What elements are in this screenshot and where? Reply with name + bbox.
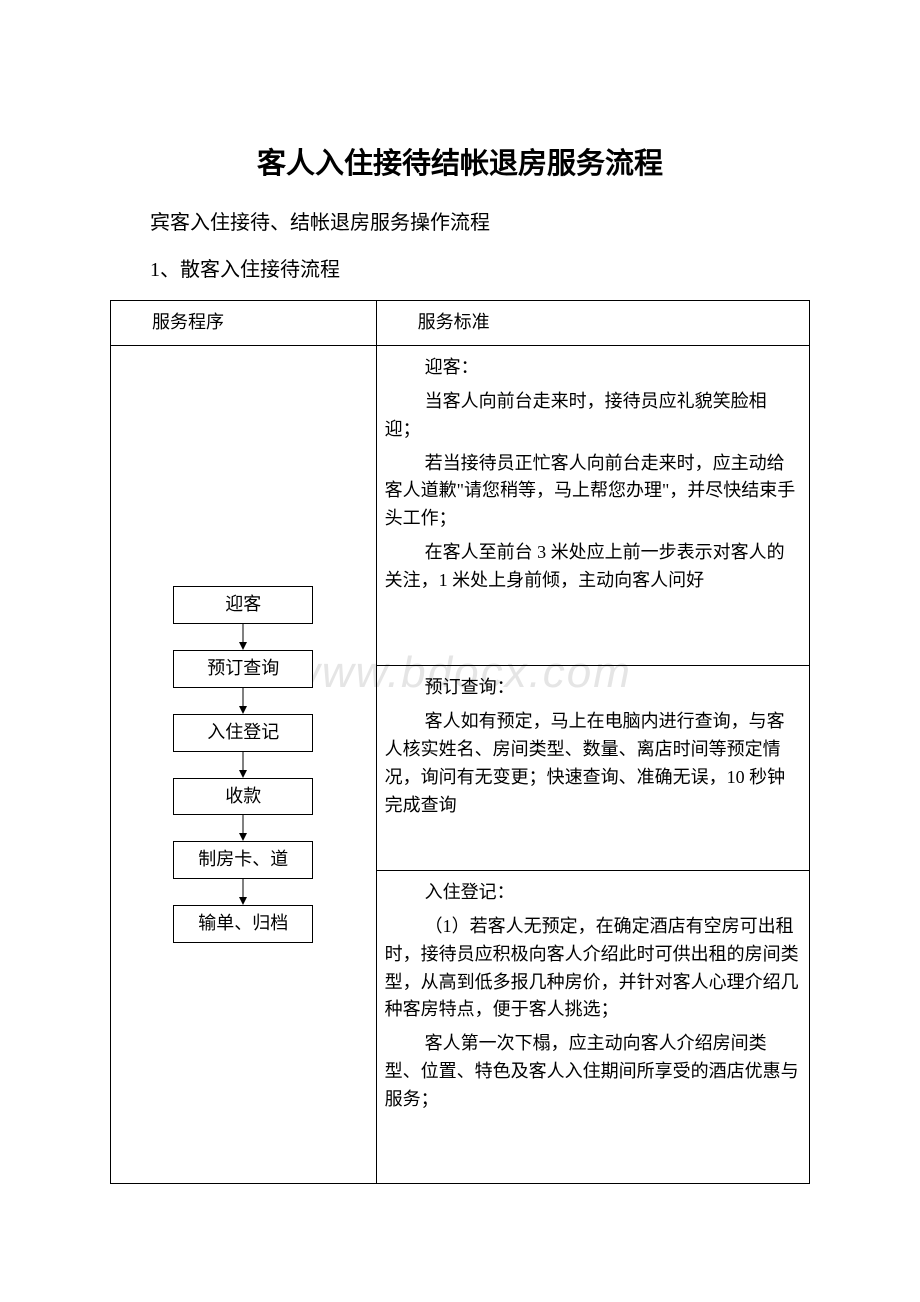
std-text: （1）若客人无预定，在确定酒店有空房可出租时，接待员应积极向客人介绍此时可供出租… [385,913,801,1025]
std-text: 客人第一次下榻，应主动向客人介绍房间类型、位置、特色及客人入住期间所享受的酒店优… [385,1030,801,1114]
flow-node-checkin: 入住登记 [173,714,313,752]
flow-node-card: 制房卡、道 [173,841,313,879]
flow-node-payment: 收款 [173,778,313,816]
std-text: 在客人至前台 3 米处应上前一步表示对客人的关注，1 米处上身前倾，主动向客人问… [385,539,801,595]
page-content: 客人入住接待结帐退房服务流程 宾客入住接待、结帐退房服务操作流程 1、散客入住接… [110,140,810,1184]
std-head-query: 预订查询： [385,674,801,702]
process-table: 服务程序 服务标准 迎客 预订查询 入住登记 [110,300,810,1184]
standard-cell-query: 预订查询： 客人如有预定，马上在电脑内进行查询，与客人核实姓名、房间类型、数量、… [376,666,809,870]
flow-node-query: 预订查询 [173,650,313,688]
flow-node-archive: 输单、归档 [173,905,313,943]
header-standard: 服务标准 [376,301,809,346]
document-subtitle: 宾客入住接待、结帐退房服务操作流程 [110,206,810,235]
flow-arrow [173,815,313,841]
document-title: 客人入住接待结帐退房服务流程 [110,140,810,182]
flow-arrow [173,624,313,650]
flow-arrow [173,879,313,905]
flowchart-cell: 迎客 预订查询 入住登记 收款 制房卡、 [111,345,377,1183]
std-text: 客人如有预定，马上在电脑内进行查询，与客人核实姓名、房间类型、数量、离店时间等预… [385,708,801,820]
section-number: 1、散客入住接待流程 [110,253,810,282]
standard-cell-greet: 迎客： 当客人向前台走来时，接待员应礼貌笑脸相迎； 若当接待员正忙客人向前台走来… [376,345,809,666]
std-text: 当客人向前台走来时，接待员应礼貌笑脸相迎； [385,388,801,444]
std-head-checkin: 入住登记： [385,879,801,907]
table-header-row: 服务程序 服务标准 [111,301,810,346]
flowchart: 迎客 预订查询 入住登记 收款 制房卡、 [173,586,313,943]
std-text: 若当接待员正忙客人向前台走来时，应主动给客人道歉"请您稍等，马上帮您办理"，并尽… [385,450,801,534]
header-procedure: 服务程序 [111,301,377,346]
flow-arrow [173,752,313,778]
std-head-greet: 迎客： [385,354,801,382]
flow-node-greet: 迎客 [173,586,313,624]
standard-cell-checkin: 入住登记： （1）若客人无预定，在确定酒店有空房可出租时，接待员应积极向客人介绍… [376,870,809,1183]
table-row: 迎客 预订查询 入住登记 收款 制房卡、 [111,345,810,666]
flow-arrow [173,688,313,714]
